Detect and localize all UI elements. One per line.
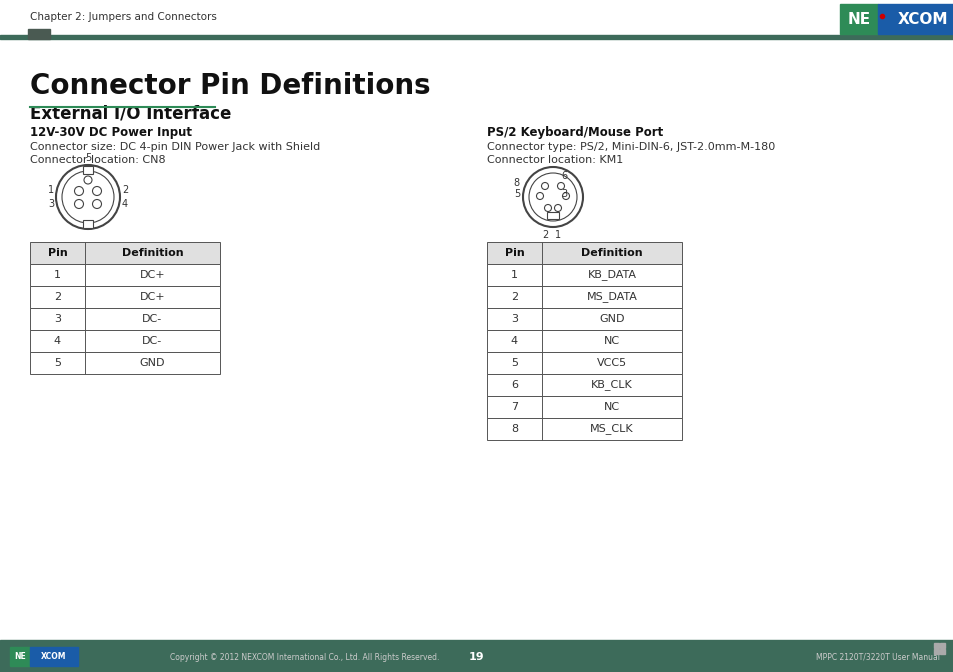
Bar	[0, 640, 953, 672]
Bar	[28, 29, 50, 39]
Bar	[840, 4, 877, 34]
Text: NC: NC	[603, 336, 619, 346]
Bar	[486, 330, 681, 352]
Text: Pin: Pin	[504, 248, 524, 258]
Bar	[486, 264, 681, 286]
Bar	[486, 352, 681, 374]
Text: Chapter 2: Jumpers and Connectors: Chapter 2: Jumpers and Connectors	[30, 12, 216, 22]
Bar	[486, 242, 681, 264]
Text: 3: 3	[560, 189, 566, 199]
Text: Definition: Definition	[580, 248, 642, 258]
Text: PS/2 Keyboard/Mouse Port: PS/2 Keyboard/Mouse Port	[486, 126, 662, 139]
Bar	[83, 166, 92, 174]
Text: 8: 8	[514, 178, 519, 188]
Text: 4: 4	[54, 336, 61, 346]
Text: 4: 4	[511, 336, 517, 346]
Text: DC+: DC+	[139, 292, 165, 302]
Text: 3: 3	[54, 314, 61, 324]
Text: MS_CLK: MS_CLK	[590, 423, 633, 435]
Text: DC-: DC-	[142, 314, 162, 324]
Text: 3: 3	[48, 199, 54, 209]
Bar	[30, 647, 78, 666]
Text: 4: 4	[122, 199, 128, 209]
Bar	[546, 212, 558, 219]
Bar	[486, 374, 681, 396]
Text: 3: 3	[511, 314, 517, 324]
Bar	[30, 242, 220, 264]
Text: 6: 6	[560, 171, 566, 181]
Text: 2: 2	[511, 292, 517, 302]
Text: NC: NC	[603, 402, 619, 412]
Bar	[486, 286, 681, 308]
Text: 6: 6	[511, 380, 517, 390]
Bar	[10, 647, 30, 666]
Text: Copyright © 2012 NEXCOM International Co., Ltd. All Rights Reserved.: Copyright © 2012 NEXCOM International Co…	[170, 653, 439, 662]
Text: 7: 7	[511, 402, 517, 412]
Text: Connector Pin Definitions: Connector Pin Definitions	[30, 72, 430, 100]
Text: MPPC 2120T/3220T User Manual: MPPC 2120T/3220T User Manual	[815, 653, 939, 662]
Text: MS_DATA: MS_DATA	[586, 292, 637, 302]
Bar	[486, 308, 681, 330]
Text: Pin: Pin	[48, 248, 68, 258]
Text: KB_CLK: KB_CLK	[591, 380, 632, 390]
Text: 5: 5	[514, 189, 519, 199]
Text: 5: 5	[54, 358, 61, 368]
Text: KB_DATA: KB_DATA	[587, 269, 636, 280]
Text: GND: GND	[139, 358, 165, 368]
Text: 8: 8	[511, 424, 517, 434]
Text: NE: NE	[14, 652, 26, 661]
Bar	[83, 220, 92, 228]
Text: GND: GND	[598, 314, 624, 324]
Bar	[30, 264, 220, 286]
Text: XCOM: XCOM	[41, 652, 67, 661]
Text: 2: 2	[122, 185, 128, 195]
Text: 12V-30V DC Power Input: 12V-30V DC Power Input	[30, 126, 192, 139]
Bar	[30, 330, 220, 352]
Text: 1: 1	[555, 230, 560, 240]
Text: 2: 2	[541, 230, 548, 240]
Bar	[877, 4, 953, 34]
Bar	[30, 352, 220, 374]
Text: 19: 19	[469, 652, 484, 662]
Text: XCOM: XCOM	[897, 11, 947, 26]
Text: Definition: Definition	[122, 248, 183, 258]
Bar	[939, 649, 944, 654]
Bar	[486, 396, 681, 418]
Text: 5: 5	[85, 153, 91, 163]
Bar	[486, 418, 681, 440]
Bar	[30, 286, 220, 308]
Text: Connector size: DC 4-pin DIN Power Jack with Shield: Connector size: DC 4-pin DIN Power Jack …	[30, 142, 320, 152]
Bar	[0, 35, 953, 39]
Bar	[933, 649, 938, 654]
Bar	[939, 643, 944, 648]
Text: 1: 1	[48, 185, 54, 195]
Text: DC-: DC-	[142, 336, 162, 346]
Text: 5: 5	[511, 358, 517, 368]
Text: 1: 1	[511, 270, 517, 280]
Text: DC+: DC+	[139, 270, 165, 280]
Text: Connector location: CN8: Connector location: CN8	[30, 155, 166, 165]
Bar	[30, 308, 220, 330]
Text: 2: 2	[54, 292, 61, 302]
Text: Connector type: PS/2, Mini-DIN-6, JST-2.0mm-M-180: Connector type: PS/2, Mini-DIN-6, JST-2.…	[486, 142, 775, 152]
Text: VCC5: VCC5	[597, 358, 626, 368]
Text: 1: 1	[54, 270, 61, 280]
Text: External I/O Interface: External I/O Interface	[30, 104, 232, 122]
Text: NE: NE	[846, 11, 870, 26]
Bar	[933, 643, 938, 648]
Text: Connector location: KM1: Connector location: KM1	[486, 155, 622, 165]
